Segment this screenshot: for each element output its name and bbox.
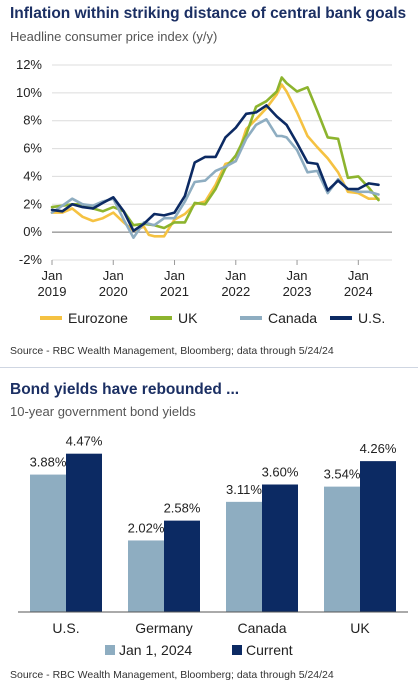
x-tick-label: Jan bbox=[287, 268, 308, 283]
bar-jan-1--2024 bbox=[324, 486, 360, 612]
inflation-line-chart: 12%10%8%6%4%2%0%-2%Jan2019Jan2020Jan2021… bbox=[16, 57, 392, 326]
line-chart-source: Source - RBC Wealth Management, Bloomber… bbox=[10, 345, 334, 357]
series-line-us bbox=[50, 104, 380, 233]
legend-label: Eurozone bbox=[68, 310, 128, 326]
bar-value-label: 4.47% bbox=[66, 434, 103, 449]
category-label: U.S. bbox=[52, 620, 79, 636]
bar-current bbox=[66, 453, 102, 612]
y-tick-label: 8% bbox=[23, 113, 42, 128]
section-divider bbox=[0, 367, 418, 368]
x-tick-label: 2022 bbox=[221, 284, 250, 299]
x-tick-label: Jan bbox=[42, 268, 63, 283]
legend-label: Current bbox=[246, 642, 293, 658]
legend-label: Canada bbox=[268, 310, 317, 326]
bar-value-label: 3.88% bbox=[30, 455, 67, 470]
y-tick-label: 10% bbox=[16, 85, 42, 100]
bar-value-label: 3.60% bbox=[262, 465, 299, 480]
y-tick-label: -2% bbox=[19, 252, 43, 267]
x-tick-label: 2019 bbox=[38, 284, 67, 299]
x-tick-label: 2024 bbox=[344, 284, 373, 299]
bar-chart-source: Source - RBC Wealth Management, Bloomber… bbox=[10, 669, 334, 681]
bar-jan-1--2024 bbox=[30, 474, 66, 612]
category-label: Germany bbox=[135, 620, 193, 636]
bar-chart-subtitle: 10-year government bond yields bbox=[10, 404, 196, 419]
legend-label: U.S. bbox=[358, 310, 385, 326]
x-tick-label: Jan bbox=[225, 268, 246, 283]
x-tick-label: 2021 bbox=[160, 284, 189, 299]
line-chart-subtitle: Headline consumer price index (y/y) bbox=[10, 29, 218, 44]
series-line-uk bbox=[50, 76, 380, 230]
bar-current bbox=[164, 520, 200, 612]
bar-value-label: 2.58% bbox=[164, 501, 201, 516]
y-tick-label: 4% bbox=[23, 168, 42, 183]
y-tick-label: 6% bbox=[23, 141, 42, 156]
category-label: UK bbox=[350, 620, 370, 636]
bar-jan-1--2024 bbox=[128, 540, 164, 612]
x-tick-label: Jan bbox=[103, 268, 124, 283]
y-tick-label: 0% bbox=[23, 224, 42, 239]
x-tick-label: Jan bbox=[348, 268, 369, 283]
bar-current bbox=[262, 484, 298, 612]
x-tick-label: 2020 bbox=[99, 284, 128, 299]
bar-chart-title: Bond yields have rebounded ... bbox=[10, 381, 240, 398]
bar-value-label: 3.54% bbox=[324, 467, 361, 482]
legend-label: Jan 1, 2024 bbox=[119, 642, 192, 658]
legend-swatch bbox=[232, 645, 242, 655]
category-label: Canada bbox=[237, 620, 286, 636]
line-chart-title: Inflation within striking distance of ce… bbox=[10, 5, 407, 22]
y-tick-label: 12% bbox=[16, 57, 42, 72]
bond-yield-bar-chart: 3.88% 4.47% U.S. 2.02% 2.58% Germany 3.11%3.60… bbox=[18, 434, 408, 658]
x-tick-label: 2023 bbox=[283, 284, 312, 299]
bar-value-label: 4.26% bbox=[360, 441, 397, 456]
legend-swatch bbox=[105, 645, 115, 655]
y-tick-label: 2% bbox=[23, 196, 42, 211]
bar-current bbox=[360, 461, 396, 612]
series-line-eurozone bbox=[50, 83, 380, 238]
x-tick-label: Jan bbox=[164, 268, 185, 283]
legend-label: UK bbox=[178, 310, 198, 326]
bar-jan-1--2024 bbox=[226, 501, 262, 612]
bar-value-label: 2.02% bbox=[128, 520, 165, 535]
bar-value-label: 3.11% bbox=[226, 482, 262, 497]
